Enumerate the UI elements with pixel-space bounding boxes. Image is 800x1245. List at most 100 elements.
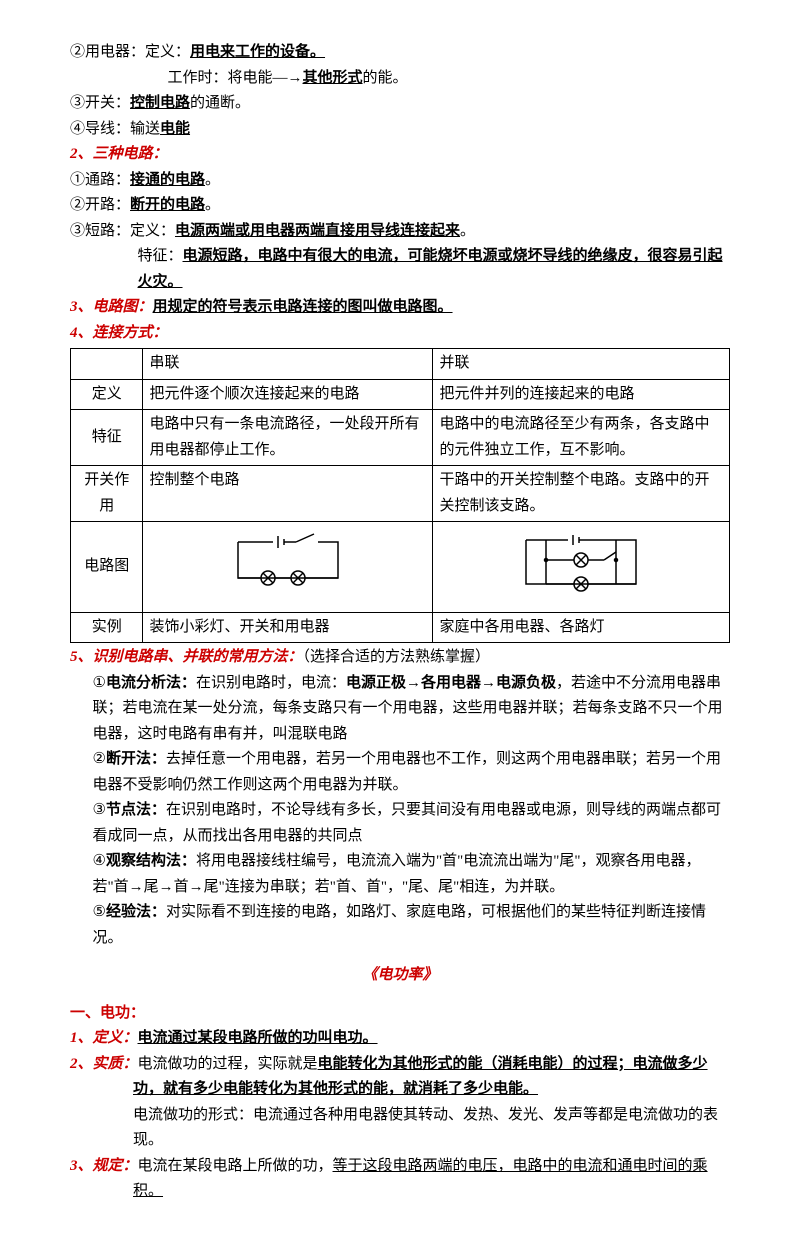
title: 3、电路图： (70, 299, 153, 315)
ex-parallel: 家庭中各用电器、各路灯 (433, 612, 730, 643)
c: 电流做功的形式：电流通过各种用电器使其转动、发热、发光、发声等都是电流做功的表现… (133, 1107, 718, 1149)
power-def: 1、定义：电流通过某段电路所做的功叫电功。 (70, 1026, 730, 1052)
diagram-series (143, 522, 433, 613)
num: ③ (93, 802, 106, 818)
lead: 2、实质： (70, 1056, 138, 1072)
num: ④ (93, 853, 106, 869)
feat-parallel: 电路中的电流路径至少有两条，各支路中的元件独立工作，互不影响。 (433, 410, 730, 466)
diagram-parallel (433, 522, 730, 613)
table-row: 特征 电路中只有一条电流路径，一处段开所有用电器都停止工作。 电路中的电流路径至… (71, 410, 730, 466)
s2-c: ③短路：定义：电源两端或用电器两端直接用导线连接起来。 (70, 219, 730, 245)
title: 2、三种电路： (70, 146, 168, 162)
row-feat: 特征 (71, 410, 143, 466)
row-def: 定义 (71, 379, 143, 410)
num: ① (93, 675, 106, 691)
name: 节点法： (106, 802, 166, 818)
lead: 工作时：将电能—→ (168, 70, 303, 86)
table-row: 串联 并联 (71, 349, 730, 380)
item-appliance: ②用电器：定义：用电来工作的设备。 (70, 40, 730, 66)
a: 电流在某段电路上所做的功， (138, 1158, 333, 1174)
name: 电流分析法： (106, 675, 196, 691)
u: 断开的电路 (130, 197, 205, 213)
a: 电流做功的过程，实际就是 (138, 1056, 318, 1072)
table-row: 定义 把元件逐个顺次连接起来的电路 把元件并列的连接起来的电路 (71, 379, 730, 410)
path: 电源正极→各用电器→电源负极 (346, 675, 556, 691)
title: 《电功率》 (362, 967, 437, 983)
def-series: 把元件逐个顺次连接起来的电路 (143, 379, 433, 410)
method-3: ③节点法：在识别电路时，不论导线有多长，只要其间没有用电器或电源，则导线的两端点… (70, 798, 730, 849)
lead: 1、定义： (70, 1030, 138, 1046)
item-wire: ④导线：输送电能 (70, 117, 730, 143)
item-appliance-work: 工作时：将电能—→其他形式的能。 (70, 66, 730, 92)
def: 用电来工作的设备。 (190, 44, 325, 60)
power-h1: 一、电功： (70, 1001, 730, 1027)
lead: 特征： (138, 248, 183, 264)
power-rule: 3、规定：电流在某段电路上所做的功，等于这段电路两端的电压，电路中的电流和通电时… (70, 1154, 730, 1205)
section-3: 3、电路图：用规定的符号表示电路连接的图叫做电路图。 (70, 295, 730, 321)
tail: 的能。 (363, 70, 408, 86)
lead: ③短路：定义： (70, 223, 175, 239)
lead: ④导线：输送 (70, 121, 160, 137)
u: 接通的电路 (130, 172, 205, 188)
section-5-title: 5、识别电路串、并联的常用方法：（选择合适的方法熟练掌握） (70, 645, 730, 671)
other: 其他形式 (303, 70, 363, 86)
row-diagram: 电路图 (71, 522, 143, 613)
power-essence: 2、实质：电流做功的过程，实际就是电能转化为其他形式的能（消耗电能）的过程；电流… (70, 1052, 730, 1103)
tail: 。 (205, 197, 220, 213)
row-example: 实例 (71, 612, 143, 643)
method-2: ②断开法：去掉任意一个用电器，若另一个用电器也不工作，则这两个用电器串联；若另一… (70, 747, 730, 798)
feat-series: 电路中只有一条电流路径，一处段开所有用电器都停止工作。 (143, 410, 433, 466)
connection-table: 串联 并联 定义 把元件逐个顺次连接起来的电路 把元件并列的连接起来的电路 特征… (70, 348, 730, 643)
s2-a: ①通路：接通的电路。 (70, 168, 730, 194)
u: 控制电路 (130, 95, 190, 111)
lead: ②开路： (70, 197, 130, 213)
name: 观察结构法： (106, 853, 196, 869)
num: ⑤ (93, 904, 106, 920)
lead: 3、规定： (70, 1158, 138, 1174)
sw-series: 控制整个电路 (143, 466, 433, 522)
text: 对实际看不到连接的电路，如路灯、家庭电路，可根据他们的某些特征判断连接情况。 (93, 904, 706, 946)
section-4-title: 4、连接方式： (70, 321, 730, 347)
title: 5、识别电路串、并联的常用方法： (70, 649, 303, 665)
table-row: 电路图 (71, 522, 730, 613)
u: 电源短路，电路中有很大的电流，可能烧坏电源或烧坏导线的绝缘皮，很容易引起火灾。 (138, 248, 723, 290)
def-parallel: 把元件并列的连接起来的电路 (433, 379, 730, 410)
method-4: ④观察结构法：将用电器接线柱编号，电流流入端为"首"电流流出端为"尾"，观察各用… (70, 849, 730, 900)
lead: ③开关： (70, 95, 130, 111)
text: 去掉任意一个用电器，若另一个用电器也不工作，则这两个用电器串联；若另一个用电器不… (93, 751, 721, 793)
item-switch: ③开关：控制电路的通断。 (70, 91, 730, 117)
lead: ②用电器：定义： (70, 44, 190, 60)
th-parallel: 并联 (433, 349, 730, 380)
table-row: 开关作用 控制整个电路 干路中的开关控制整个电路。支路中的开关控制该支路。 (71, 466, 730, 522)
row-switch: 开关作用 (71, 466, 143, 522)
h1: 一、电功： (70, 1005, 145, 1021)
u: 电能 (160, 121, 190, 137)
th-series: 串联 (143, 349, 433, 380)
sw-parallel: 干路中的开关控制整个电路。支路中的开关控制该支路。 (433, 466, 730, 522)
blank-cell (71, 349, 143, 380)
text: 在识别电路时，不论导线有多长，只要其间没有用电器或电源，则导线的两端点都可看成同… (93, 802, 721, 844)
series-circuit-icon (218, 530, 358, 590)
method-5: ⑤经验法：对实际看不到连接的电路，如路灯、家庭电路，可根据他们的某些特征判断连接… (70, 900, 730, 951)
u: 电源两端或用电器两端直接用导线连接起来 (175, 223, 460, 239)
title: 4、连接方式： (70, 325, 168, 341)
s2-c2: 特征：电源短路，电路中有很大的电流，可能烧坏电源或烧坏导线的绝缘皮，很容易引起火… (70, 244, 730, 295)
section-2-title: 2、三种电路： (70, 142, 730, 168)
lead: ①通路： (70, 172, 130, 188)
num: ② (93, 751, 106, 767)
ex-series: 装饰小彩灯、开关和用电器 (143, 612, 433, 643)
method-1: ①电流分析法：在识别电路时，电流：电源正极→各用电器→电源负极，若途中不分流用电… (70, 671, 730, 748)
table-row: 实例 装饰小彩灯、开关和用电器 家庭中各用电器、各路灯 (71, 612, 730, 643)
t1: 在识别电路时，电流： (196, 675, 346, 691)
s2-b: ②开路：断开的电路。 (70, 193, 730, 219)
tail: 的通断。 (190, 95, 250, 111)
tail: （选择合适的方法熟练掌握） (303, 649, 491, 665)
tail: 。 (460, 223, 475, 239)
u: 电流通过某段电路所做的功叫电功。 (138, 1030, 378, 1046)
u: 用规定的符号表示电路连接的图叫做电路图。 (153, 299, 453, 315)
parallel-circuit-icon (506, 530, 656, 594)
power-essence-form: 电流做功的形式：电流通过各种用电器使其转动、发热、发光、发声等都是电流做功的表现… (70, 1103, 730, 1154)
tail: 。 (205, 172, 220, 188)
name: 断开法： (106, 751, 166, 767)
power-title: 《电功率》 (70, 963, 730, 989)
